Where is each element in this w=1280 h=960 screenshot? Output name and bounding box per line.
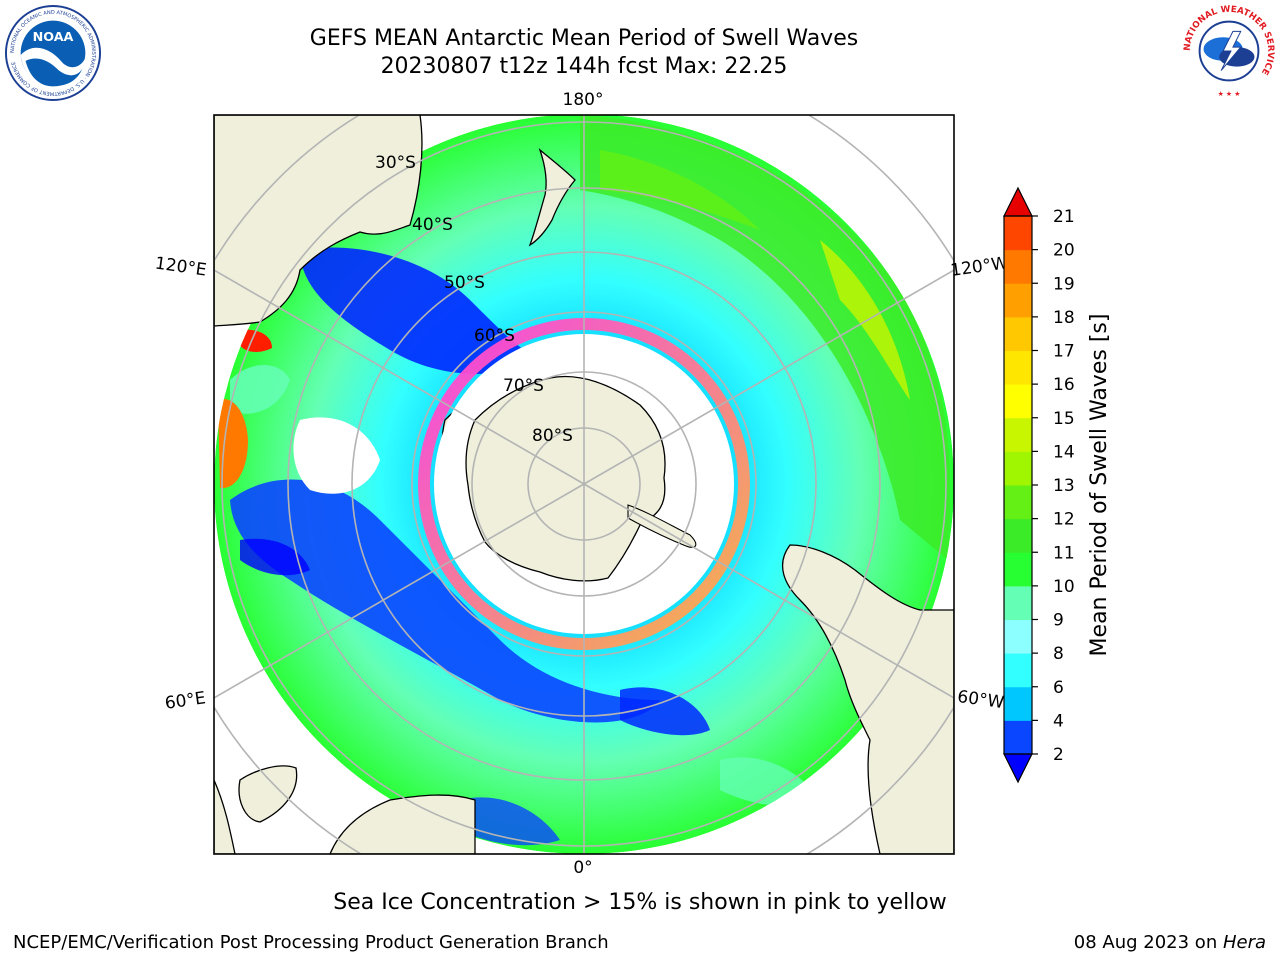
colorbar-tick-label: 15 [1053, 409, 1075, 429]
map-title: GEFS MEAN Antarctic Mean Period of Swell… [309, 26, 859, 51]
colorbar-tick-label: 12 [1053, 510, 1075, 530]
lon-label-120e: 120°E [154, 254, 208, 281]
colorbar-segment [1004, 316, 1032, 351]
lat-label-60s: 60°S [474, 326, 515, 346]
colorbar-tick-label: 16 [1053, 375, 1075, 395]
lon-label-60e: 60°E [164, 688, 207, 713]
colorbar-tick-label: 21 [1053, 207, 1075, 227]
lat-label-30s: 30°S [375, 153, 416, 173]
colorbar-segment [1004, 350, 1032, 385]
colorbar-segment [1004, 384, 1032, 419]
colorbar-tick-label: 20 [1053, 241, 1075, 261]
svg-text:★ ★ ★: ★ ★ ★ [1218, 90, 1241, 98]
nws-logo-icon: NATIONAL WEATHER SERVICE ★ ★ ★ [1181, 3, 1277, 98]
colorbar-tick-label: 9 [1053, 611, 1064, 631]
colorbar-segment [1004, 249, 1032, 284]
lon-label-180: 180° [563, 90, 604, 110]
colorbar-segment [1004, 720, 1032, 755]
colorbar-tick-label: 18 [1053, 308, 1075, 328]
colorbar-segment [1004, 653, 1032, 688]
colorbar-segment [1004, 518, 1032, 553]
colorbar-segment [1004, 552, 1032, 587]
colorbar-over-triangle [1003, 186, 1033, 217]
colorbar-tick-label: 8 [1053, 644, 1064, 664]
colorbar-segment [1004, 686, 1032, 721]
graticule [214, 115, 954, 854]
colorbar-tick-label: 2 [1053, 745, 1064, 765]
footer-credit: NCEP/EMC/Verification Post Processing Pr… [13, 932, 609, 953]
colorbar-under-triangle [1003, 753, 1033, 784]
colorbar-tick-label: 14 [1053, 442, 1075, 462]
colorbar-segment [1004, 451, 1032, 486]
colorbar-tick-label: 11 [1053, 543, 1075, 563]
lon-label-60w: 60°W [956, 687, 1005, 713]
lon-label-0: 0° [573, 858, 592, 878]
colorbar-segment [1004, 283, 1032, 318]
map-subtitle: 20230807 t12z 144h fcst Max: 22.25 [380, 54, 788, 79]
colorbar-tick-label: 10 [1053, 577, 1075, 597]
lat-label-40s: 40°S [412, 215, 453, 235]
footer-host: Hera [1222, 932, 1266, 953]
colorbar-segment [1004, 216, 1032, 251]
noaa-logo-text: NOAA [33, 30, 74, 45]
colorbar-segment [1004, 485, 1032, 520]
colorbar-segment [1004, 585, 1032, 620]
lat-label-50s: 50°S [444, 273, 485, 293]
colorbar-tick-label: 4 [1053, 711, 1064, 731]
footer-date-text: 08 Aug 2023 on [1073, 932, 1223, 953]
colorbar-segment [1004, 619, 1032, 654]
noaa-logo-icon: NATIONAL OCEANIC AND ATMOSPHERIC ADMINIS… [4, 4, 102, 102]
sea-ice-note: Sea Ice Concentration > 15% is shown in … [333, 890, 947, 915]
lon-label-120w: 120°W [949, 253, 1009, 281]
colorbar-tick-label: 19 [1053, 274, 1075, 294]
colorbar: 2 4 6 8 9 10 11 12 13 14 15 16 17 18 19 20 21 Mean Perio… [1003, 186, 1112, 784]
footer-date: 08 Aug 2023 on Hera [1074, 932, 1266, 953]
lat-label-70s: 70°S [503, 376, 544, 396]
map-frame [213, 114, 955, 855]
lat-label-80s: 80°S [532, 426, 573, 446]
colorbar-segment [1004, 417, 1032, 452]
colorbar-label: Mean Period of Swell Waves [s] [1087, 314, 1112, 657]
colorbar-tick-label: 13 [1053, 476, 1075, 496]
colorbar-tick-label: 17 [1053, 342, 1075, 362]
colorbar-tick-label: 6 [1053, 678, 1064, 698]
